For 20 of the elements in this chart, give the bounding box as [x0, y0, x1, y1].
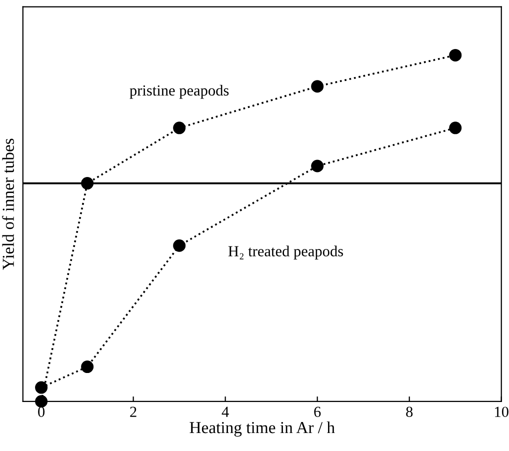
- point: [173, 239, 186, 252]
- point: [81, 360, 94, 374]
- x-axis-title: Heating time in Ar / h: [190, 421, 335, 437]
- point: [311, 160, 324, 172]
- x-tick-label: 2: [130, 406, 136, 417]
- point: [449, 122, 462, 134]
- x-tick-label: 0: [38, 406, 45, 418]
- point: [449, 48, 462, 62]
- point: [173, 122, 186, 134]
- x-tick-label: 4: [222, 406, 229, 417]
- point: [81, 177, 94, 190]
- point: [35, 395, 48, 408]
- x-tick-label: 8: [406, 406, 413, 418]
- series-label: H₂ treated peapods: [228, 246, 344, 260]
- x-tick-label: 10: [495, 406, 508, 418]
- point: [311, 80, 324, 93]
- x-tick-label: 6: [314, 406, 321, 418]
- y-axis-title: Yield of inner tubes: [2, 138, 14, 270]
- point: [35, 381, 48, 394]
- series-label: pristine peapods: [130, 84, 229, 99]
